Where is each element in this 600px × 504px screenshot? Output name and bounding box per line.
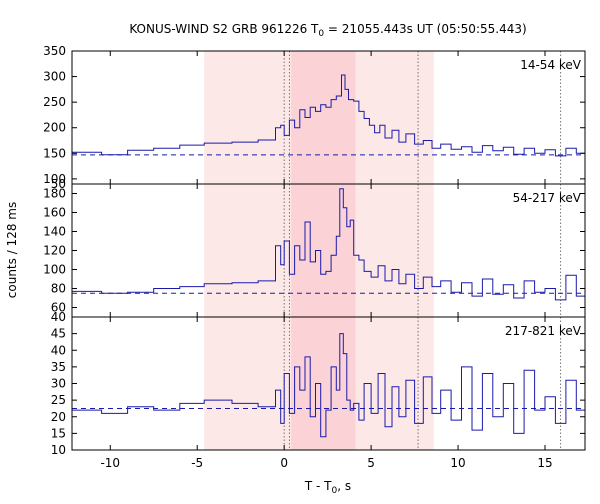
energy-band-label: 217-821 keV: [505, 324, 582, 338]
y-tick-label: 40: [51, 343, 66, 357]
y-tick-label: 200: [43, 121, 66, 135]
y-tick-label: 180: [43, 187, 66, 201]
y-tick-label: 100: [43, 172, 66, 186]
y-tick-label: 300: [43, 70, 66, 84]
y-tick-label: 350: [43, 44, 66, 58]
y-tick-label: 15: [51, 426, 66, 440]
y-tick-label: 20: [51, 410, 66, 424]
x-tick-label: -10: [100, 456, 120, 470]
y-tick-label: 80: [51, 282, 66, 296]
y-tick-label: 150: [43, 146, 66, 160]
panel-3: 10 15 20 25 30 35 40 45 217-821 keV: [51, 316, 586, 457]
y-tick-label: 35: [51, 360, 66, 374]
light-curve-series: [72, 188, 586, 301]
y-tick-label: 30: [51, 377, 66, 391]
x-tick-label: 15: [537, 456, 552, 470]
light-curve-series: [72, 333, 586, 438]
energy-band-label: 54-217 keV: [513, 191, 582, 205]
y-tick-label: 10: [51, 443, 66, 457]
chart-title: KONUS-WIND S2 GRB 961226 T0 = 21055.443s…: [129, 22, 526, 39]
panel-frame: [71, 316, 586, 451]
y-tick-label: 45: [51, 327, 66, 341]
energy-band-label: 14-54 keV: [520, 58, 582, 72]
y-tick-label: 160: [43, 206, 66, 220]
y-tick-label: 40: [51, 310, 66, 324]
y-tick-label: 100: [43, 263, 66, 277]
light-curve-series: [72, 74, 586, 157]
y-tick-label: 50: [51, 177, 66, 191]
y-tick-label: 120: [43, 244, 66, 258]
y-tick-label: 60: [51, 301, 66, 315]
panel-1: 100 150 200 250 300 350 14-54 keV: [43, 44, 586, 186]
x-tick-label: -5: [191, 456, 203, 470]
y-tick-label: 250: [43, 95, 66, 109]
x-tick-label: 0: [280, 456, 288, 470]
y-tick-label: 140: [43, 225, 66, 239]
y-tick-label: 25: [51, 393, 66, 407]
x-axis-label: T - T0, s: [304, 479, 351, 496]
panel-2: 60 80 100 120 140 160 180 54-217 keV: [43, 183, 586, 318]
y-axis-label: counts / 128 ms: [5, 202, 19, 298]
x-tick-label: 5: [367, 456, 375, 470]
x-tick-label: 10: [450, 456, 465, 470]
dark-shaded-interval: [291, 51, 356, 450]
